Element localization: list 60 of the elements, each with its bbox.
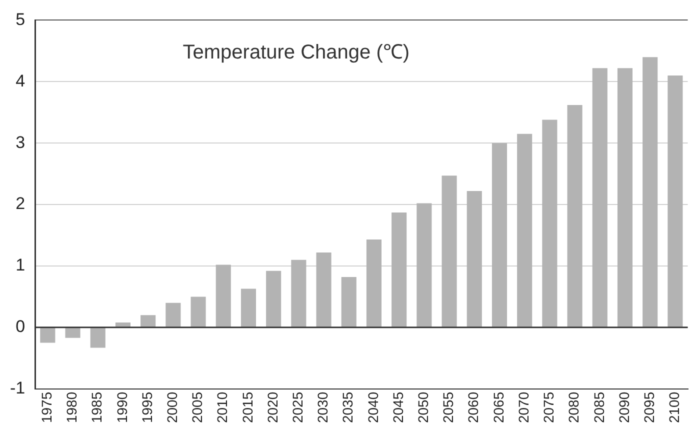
bar — [65, 328, 80, 338]
bar — [366, 240, 382, 327]
bar — [240, 288, 256, 327]
bar — [115, 322, 130, 327]
x-tick-label: 2100 — [666, 392, 682, 424]
x-tick-label: 2055 — [440, 392, 456, 424]
y-tick-label: 4 — [16, 71, 26, 90]
bar — [442, 176, 457, 327]
x-tick-label: 2085 — [590, 392, 607, 424]
x-tick-label: 2045 — [390, 392, 406, 424]
bar — [166, 302, 181, 327]
y-tick-label: 1 — [16, 256, 26, 275]
x-tick-label: 2010 — [214, 392, 230, 424]
x-tick-label: 2005 — [189, 392, 206, 424]
x-tick-label: 2065 — [490, 392, 506, 424]
x-tick-label: 2050 — [415, 392, 432, 424]
x-tick-label: 1990 — [114, 392, 130, 424]
bar — [190, 296, 206, 327]
x-tick-label: 1980 — [64, 392, 80, 424]
bar — [341, 277, 356, 327]
x-tick-label: 2075 — [540, 392, 557, 424]
bar — [542, 120, 558, 327]
x-tick-label: 2030 — [314, 392, 331, 424]
bar — [316, 252, 332, 327]
bar — [416, 203, 432, 327]
y-tick-label: 3 — [16, 132, 26, 152]
y-tick-label: 5 — [16, 10, 26, 29]
x-tick-label: 1985 — [88, 392, 105, 424]
x-tick-label: 2020 — [264, 392, 280, 424]
x-tick-label: 1975 — [38, 392, 55, 424]
x-tick-label: 2080 — [566, 392, 582, 424]
x-tick-label: 2000 — [164, 392, 180, 424]
bar — [642, 57, 658, 327]
x-tick-label: 2040 — [364, 392, 381, 424]
bar — [668, 76, 683, 327]
x-tick-label: 2060 — [465, 392, 482, 424]
text: Temperature Change (℃) — [182, 42, 410, 64]
bar — [140, 315, 156, 327]
x-tick-label: 2095 — [640, 392, 657, 424]
bar — [617, 68, 633, 327]
x-tick-label: 2025 — [290, 392, 306, 424]
y-tick-label: -1 — [10, 378, 26, 398]
bar — [216, 264, 231, 327]
bar — [492, 143, 508, 327]
bar — [567, 104, 582, 327]
x-tick-label: 2090 — [616, 392, 632, 424]
x-tick-label: 2035 — [340, 392, 356, 424]
x-tick-label: 2070 — [515, 392, 532, 424]
y-tick-label: 2 — [16, 194, 26, 214]
bar — [266, 270, 282, 327]
bar — [90, 328, 106, 348]
bar — [592, 68, 608, 327]
x-tick-label: 1995 — [138, 392, 155, 424]
y-tick-label: 0 — [16, 317, 26, 336]
bar — [517, 134, 532, 327]
bar — [291, 260, 306, 327]
bar — [392, 212, 407, 327]
bar — [40, 328, 56, 343]
bar — [466, 191, 482, 327]
x-tick-label: 2015 — [239, 392, 256, 424]
